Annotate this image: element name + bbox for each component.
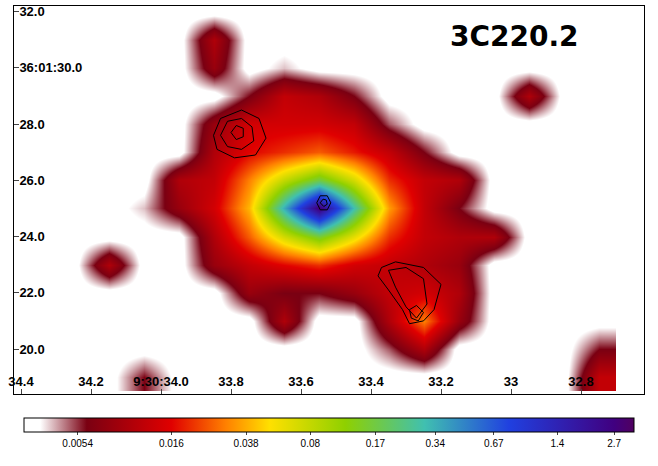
- svg-text:33: 33: [504, 374, 518, 389]
- svg-text:32.0: 32.0: [19, 4, 44, 19]
- svg-text:1.4: 1.4: [550, 438, 564, 449]
- svg-text:0.17: 0.17: [366, 438, 386, 449]
- svg-text:2.7: 2.7: [607, 438, 621, 449]
- svg-text:32.8: 32.8: [568, 374, 593, 389]
- svg-text:24.0: 24.0: [19, 229, 44, 244]
- svg-text:34.4: 34.4: [8, 374, 34, 389]
- svg-text:33.8: 33.8: [218, 374, 243, 389]
- svg-text:28.0: 28.0: [19, 117, 44, 132]
- svg-text:0.0054: 0.0054: [62, 438, 93, 449]
- svg-text:36:01:30.0: 36:01:30.0: [19, 60, 82, 75]
- svg-text:34.2: 34.2: [78, 374, 103, 389]
- svg-text:3C220.2: 3C220.2: [450, 20, 579, 53]
- svg-text:33.6: 33.6: [288, 374, 313, 389]
- svg-text:33.2: 33.2: [428, 374, 453, 389]
- svg-text:26.0: 26.0: [19, 173, 44, 188]
- svg-text:0.67: 0.67: [484, 438, 504, 449]
- svg-text:0.016: 0.016: [159, 438, 184, 449]
- svg-text:20.0: 20.0: [19, 342, 44, 357]
- svg-text:0.038: 0.038: [234, 438, 259, 449]
- svg-text:0.34: 0.34: [426, 438, 446, 449]
- svg-text:9:30:34.0: 9:30:34.0: [133, 374, 189, 389]
- svg-text:0.08: 0.08: [301, 438, 321, 449]
- svg-text:22.0: 22.0: [19, 285, 44, 300]
- svg-text:33.4: 33.4: [358, 374, 384, 389]
